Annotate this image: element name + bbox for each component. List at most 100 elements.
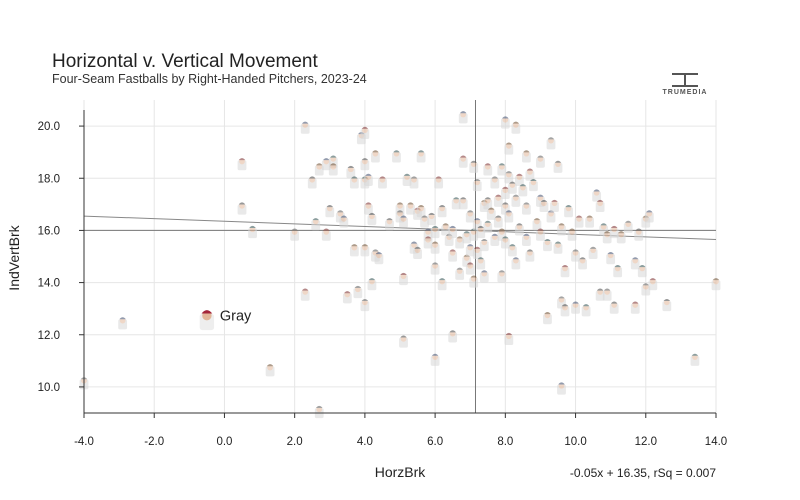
headshot-cap [568,228,576,231]
data-point [634,228,644,241]
data-point [472,178,482,192]
headshot-cap [523,150,530,153]
data-point [458,197,468,210]
headshot-cap [315,163,323,166]
y-tick-label: 20.0 [38,121,60,133]
headshot-cap [119,317,126,320]
x-tick-label: 10.0 [564,436,586,448]
data-point [522,233,531,246]
data-point [543,238,552,252]
headshot-cap [379,176,386,179]
headshot-cap [530,178,537,182]
data-point [413,246,422,259]
data-point [500,116,510,129]
x-tick-label: 4.0 [357,436,373,448]
headshot-cap [537,155,544,158]
headshot-cap [498,163,506,166]
data-point [237,158,247,171]
data-point [469,228,479,241]
data-point [504,210,514,223]
headshot-cap [603,288,611,291]
data-point [479,238,489,252]
headshot-cap [547,137,555,140]
data-point [595,288,605,301]
headshot-cap [593,189,600,192]
data-point [507,181,517,194]
data-point [465,244,475,257]
x-axis-label: HorzBrk [375,464,427,480]
headshot-cap [435,176,442,179]
headshot-cap [308,176,316,179]
data-point [564,205,573,218]
data-point [630,257,640,270]
chart-title: Horizontal v. Vertical Movement [52,51,318,72]
headshot-cap [554,160,562,163]
data-point [465,210,475,223]
headshot-cap [473,218,481,221]
headshot-cap [610,301,618,304]
data-point [360,298,370,312]
data-point [609,225,619,239]
headshot-cap [466,210,474,213]
data-point [623,220,633,233]
data-point [430,241,440,254]
headshot-cap [631,301,639,304]
headshot-cap [351,244,358,247]
headshot-cap [596,199,604,202]
headshot-cap [438,278,446,281]
data-point [630,301,640,314]
headshot-cap [301,288,309,291]
headshot-cap [312,218,320,221]
data-point [557,223,566,236]
data-point [427,212,436,226]
headshot-cap [484,220,492,223]
data-point [571,249,580,262]
data-point [557,382,566,395]
headshot-cap [561,265,569,268]
data-point [609,301,619,314]
data-point [314,163,324,176]
headshot-cap [607,251,614,255]
headshot-cap [544,238,551,242]
data-point [525,249,535,262]
trendline-equation: -0.05x + 16.35, rSq = 0.007 [570,466,716,480]
data-point [536,228,545,241]
reference-lines [83,100,717,413]
x-tick-label: 12.0 [635,436,657,448]
data-point [536,155,545,168]
data-point [500,236,510,249]
headshot-cap [495,194,502,197]
headshot-cap [442,223,449,226]
data-point [416,205,426,218]
headshot-cap [449,330,456,333]
headshot-cap [466,244,474,247]
data-point [497,228,507,241]
headshot-cap [361,158,369,161]
data-point [483,197,493,210]
data-point [437,205,447,218]
data-point [441,223,451,236]
data-point [314,405,324,419]
headshot-cap [459,111,467,114]
headshot-cap [558,382,565,385]
headshot-cap [516,173,523,176]
highlight-point [199,310,215,331]
grid-lines [83,100,717,413]
data-point [349,176,359,189]
headshot-cap [266,364,274,367]
data-point [500,186,510,199]
headshot-cap [512,121,520,124]
data-point [364,173,373,186]
data-point [455,236,465,249]
data-point [423,236,433,249]
headshot-cap [322,158,330,161]
data-point [448,249,458,262]
data-point [300,121,310,134]
data-point [574,215,584,228]
data-point [360,126,370,139]
headshot-cap [424,236,432,239]
data-point [458,155,468,168]
data-point [690,353,700,366]
headshot-cap [498,228,506,231]
data-point [511,257,521,270]
